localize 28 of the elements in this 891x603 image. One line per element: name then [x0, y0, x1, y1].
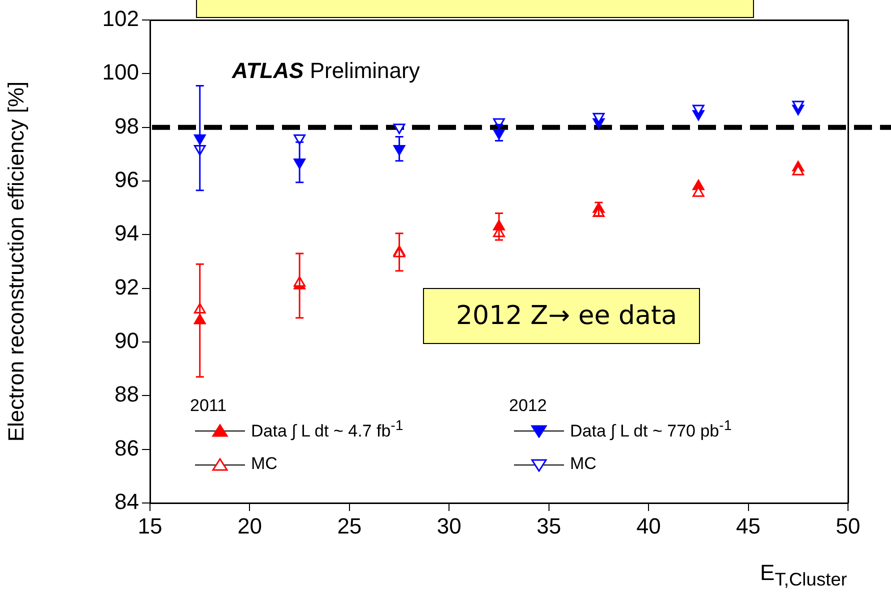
x-axis-title: E$_{T,Cluster}$ [760, 560, 847, 590]
x-tick-label: 45 [736, 513, 761, 538]
y-tick-label: 88 [114, 382, 139, 407]
x-tick-label: 25 [337, 513, 362, 538]
legend-label: Data ∫ L dt ~ 770 pb$^{-1}$ [570, 418, 732, 442]
annotation: 2012 Z→ ee data [423, 288, 700, 344]
y-tick-label: 96 [114, 167, 139, 192]
legend-label: Data ∫ L dt ~ 4.7 fb$^{-1}$ [251, 418, 404, 442]
x-tick-label: 30 [436, 513, 462, 538]
y-tick-label: 84 [114, 489, 139, 514]
x-tick-label: 40 [636, 513, 661, 538]
legend-label: MC [570, 454, 596, 474]
y-tick-label: 98 [114, 113, 139, 138]
y-tick-label: 90 [114, 328, 139, 354]
y-tick-label: 92 [114, 274, 139, 300]
y-tick-label: 94 [114, 220, 139, 246]
y-tick-label: 100 [102, 60, 139, 85]
legend-label: MC [251, 454, 278, 474]
y-tick-label: 102 [102, 6, 139, 32]
x-tick-label: 50 [836, 513, 860, 538]
annotation: 2011 [190, 396, 227, 416]
x-tick-label: 15 [138, 513, 162, 538]
annotation: 2012 [509, 396, 547, 416]
annotation: ATLAS Preliminary [232, 58, 420, 84]
x-tick-label: 35 [536, 513, 562, 538]
y-tick-label: 86 [114, 435, 139, 460]
x-tick-label: 20 [237, 513, 262, 538]
y-axis-title: Electron reconstruction efficiency [%] [3, 81, 28, 442]
